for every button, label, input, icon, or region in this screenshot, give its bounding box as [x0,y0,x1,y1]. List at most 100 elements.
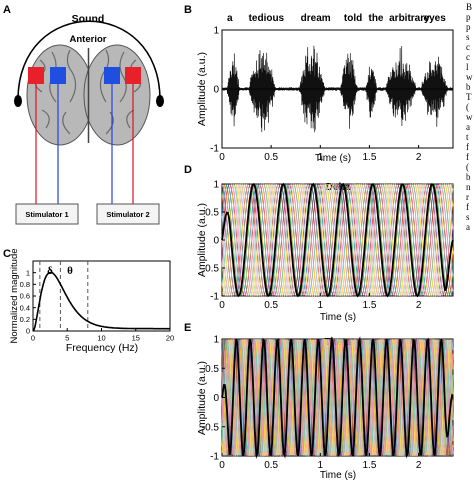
stimulator-2-box [96,203,160,225]
left-earpiece-icon [14,95,22,107]
plot-d-series-line [221,183,454,297]
right-earpiece-icon [156,95,164,107]
side-text-char: c [466,42,470,52]
plot-b-xtick-label: 1.5 [362,152,376,163]
headphone-arc [17,20,161,101]
plot-e-black-line [221,336,454,460]
side-text-char: f [466,202,469,212]
panel-c-letter: C [3,248,11,260]
right-red-electrode [125,67,141,84]
plot-d-series-line [221,183,454,297]
word-label: dream [301,13,331,24]
plot-b-xtick-label: 2 [416,152,422,163]
left-blue-electrode [50,67,66,84]
speech-waveform-line [221,45,454,133]
panel-e-letter: E [184,322,191,334]
plot-b-axes: 0 0.5 1 1.5 2-101 [210,26,422,164]
plot-c-xtick-label: 15 [132,334,140,343]
delta-band-label: δ [47,265,53,277]
word-label: the [368,13,383,24]
plot-b-xtick-label: 0.5 [264,152,278,163]
anterior-label: Anterior [70,34,107,45]
plot-e-xlabel: Time (s) [320,470,356,481]
plot-c-ytick-label: 0 [26,327,30,336]
plot-d-series-line [221,183,454,297]
plot-d-series-line [221,183,454,297]
side-text-char: f [466,142,469,152]
plot-c-ytick-label: 1 [26,268,30,277]
plot-d-ytick-label: -1 [210,292,219,303]
plot-e-ytick-label: -0.5 [202,422,220,433]
plot-e-series-line [221,337,454,457]
plot-b-ytick-label: -1 [210,144,219,155]
stimulator-1-label: Stimulator 1 [25,210,68,219]
panel-b-letter: B [184,4,192,16]
plot-c-frame [32,260,171,332]
word-label: told [344,13,362,24]
plot-b-xtick-label: 1 [318,152,324,163]
plot-b-ytick-label: 1 [213,26,219,37]
side-text-char: ( [466,162,469,172]
plot-e-ytick-label: 1 [213,335,219,346]
sound-label: Sound [72,13,105,25]
side-text-char: s [466,32,470,42]
plot-d-xtick-label: 2 [416,300,422,311]
plot-d-ytick-label: 0 [213,236,219,247]
plot-c-xtick-label: 0 [31,334,35,343]
plot-e-xtick-label: 0.5 [264,460,278,471]
plot-c-ylabel: Normalized magnitude [9,248,20,343]
panel-a: A Sound Anterior Stimulator 1 Stimulator… [3,4,164,225]
plot-e-ytick-label: -1 [210,452,219,463]
plot-e-ylabel: Amplitude (a.u.) [196,361,208,435]
side-text-char: l [466,62,469,72]
side-text-char: w [466,72,473,82]
side-text-char: b [466,172,471,182]
speech-waveform [221,45,454,133]
side-text-char: a [466,122,470,132]
panel-d-letter: D [184,164,192,176]
plot-c-xlabel: Frequency (Hz) [66,342,138,354]
plot-c-xtick-label: 5 [65,334,69,343]
side-text-char: T [466,92,472,102]
side-text-char: p [466,22,471,32]
plot-b-ytick-label: 0 [213,85,219,96]
side-text-char: b [466,82,471,92]
word-label: arbitrary [389,13,430,24]
plot-c-ytick-label: 0.8 [20,280,30,289]
panel-d: D Delta 0 0.5 1 1.5 2-1-0.500.51 Amplitude (… [184,164,454,323]
plot-c-axes: 0 5 10 15 20 0 0.2 0.4 0.6 0.8 1 [20,268,175,342]
plot-d-series-line [221,183,454,297]
panel-a-letter: A [3,4,11,16]
word-label: a [227,13,233,24]
left-red-electrode [28,67,44,84]
plot-d-xtick-label: 0 [219,300,225,311]
plot-e-series-line [221,337,454,457]
panel-e: E Theta 0 0.5 1 1.5 2-1-0.500.51 Amplitude (… [184,322,454,481]
theta-band-label: θ [67,265,73,277]
side-text-char: w [466,112,473,122]
plot-d-ytick-label: -0.5 [202,264,220,275]
plot-e-series-line [221,338,454,458]
side-text-char: n [466,182,471,192]
side-text-char: p [466,12,471,22]
side-text-char: t [466,132,469,142]
plot-d-ylabel: Amplitude (a.u.) [196,203,208,277]
stimulator-1-box [15,203,79,225]
plot-d-ytick-label: 0.5 [205,208,219,219]
plot-c-ytick-label: 0.2 [20,315,30,324]
plot-d-black-line [221,182,454,298]
brain-icon [26,44,151,146]
word-label: eyes [424,13,447,24]
plot-e-xtick-label: 2 [416,460,422,471]
spectrum-curve [32,271,170,332]
plot-c-ytick-label: 0.4 [20,303,30,312]
plot-b-ylabel: Amplitude (a.u.) [196,52,208,126]
plot-e-xtick-label: 0 [219,460,225,471]
plot-e-ytick-label: 0 [213,393,219,404]
right-blue-electrode [104,67,120,84]
word-label: tedious [249,13,285,24]
